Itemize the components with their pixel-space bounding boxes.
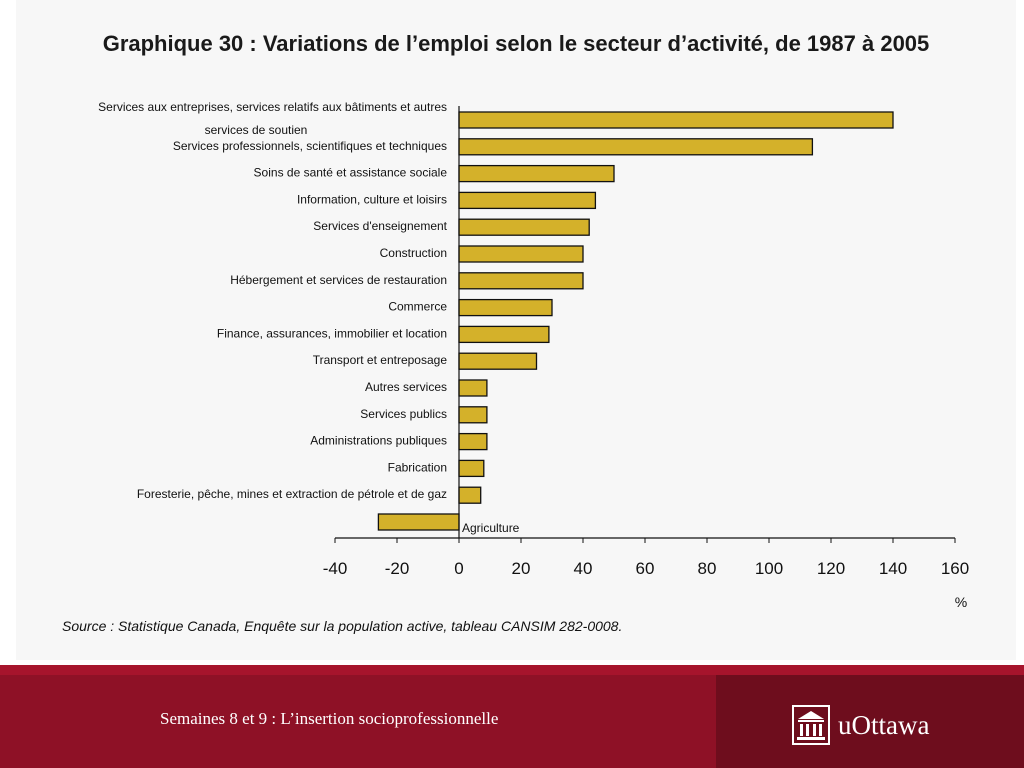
category-label: Information, culture et loisirs [297, 192, 447, 206]
category-label: Transport et entreposage [313, 353, 448, 367]
footer-bar: Semaines 8 et 9 : L’insertion socioprofe… [0, 665, 1024, 768]
category-label: Construction [380, 246, 447, 260]
bar [458, 459, 485, 478]
category-label: Fabrication [388, 460, 447, 474]
category-label: services de soutien [205, 123, 308, 137]
category-label: Autres services [365, 380, 447, 394]
x-tick-label: 120 [817, 559, 845, 578]
building-icon [792, 705, 830, 745]
footer-top-line [0, 665, 1024, 675]
category-label: Commerce [388, 300, 447, 314]
x-tick-label: 160 [941, 559, 969, 578]
bar [458, 138, 814, 156]
category-label: Services d'enseignement [313, 219, 447, 233]
category-label: Foresterie, pêche, mines et extraction d… [137, 487, 447, 501]
x-tick-label: 40 [574, 559, 593, 578]
bar [458, 406, 488, 424]
x-tick-label: -20 [385, 559, 410, 578]
category-label: Agriculture [462, 521, 520, 535]
x-tick-label: 60 [636, 559, 655, 578]
footer-caption: Semaines 8 et 9 : L’insertion socioprofe… [160, 709, 499, 728]
bar [458, 325, 550, 344]
x-tick-label: -40 [323, 559, 348, 578]
bar-chart: Services aux entreprises, services relat… [98, 100, 969, 610]
category-label: Services publics [360, 407, 447, 421]
x-tick-label: 0 [454, 559, 463, 578]
category-label: Administrations publiques [310, 434, 447, 448]
bar [377, 513, 460, 531]
x-tick-label: 140 [879, 559, 907, 578]
category-label: Services aux entreprises, services relat… [98, 100, 447, 114]
x-axis-label: % [955, 594, 967, 610]
chart-figure: Graphique 30 : Variations de l’emploi se… [16, 0, 1016, 660]
bar [458, 486, 482, 504]
bar [458, 298, 553, 317]
x-tick-label: 100 [755, 559, 783, 578]
bar [458, 245, 584, 263]
footer-logo-panel [716, 675, 1024, 768]
chart-title: Graphique 30 : Variations de l’emploi se… [102, 31, 930, 56]
uottawa-logo: uOttawa [792, 705, 929, 745]
category-label: Soins de santé et assistance sociale [254, 166, 448, 180]
bar [458, 218, 590, 236]
bar [458, 272, 584, 290]
bar [458, 164, 615, 183]
source-note: Source : Statistique Canada, Enquête sur… [62, 618, 623, 634]
category-label: Finance, assurances, immobilier et locat… [217, 326, 447, 340]
category-label: Hébergement et services de restauration [230, 273, 447, 287]
bar [458, 352, 538, 370]
bar [458, 111, 894, 129]
category-label: Services professionnels, scientifiques e… [173, 139, 447, 153]
bar [458, 432, 488, 451]
x-tick-label: 80 [698, 559, 717, 578]
bar [458, 191, 597, 210]
x-tick-label: 20 [512, 559, 531, 578]
logo-text: uOttawa [838, 709, 930, 740]
bar [458, 379, 488, 397]
